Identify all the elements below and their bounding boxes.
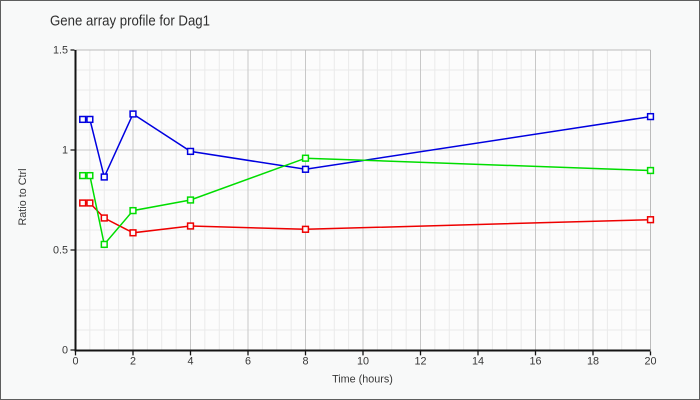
- svg-text:1.5: 1.5: [53, 44, 68, 56]
- svg-text:0.5: 0.5: [53, 244, 68, 256]
- svg-text:16: 16: [529, 356, 541, 368]
- svg-text:0: 0: [62, 344, 68, 356]
- svg-text:Ratio to Ctrl: Ratio to Ctrl: [17, 169, 29, 226]
- svg-text:4: 4: [187, 356, 193, 368]
- svg-text:10: 10: [357, 356, 369, 368]
- svg-text:Time (hours): Time (hours): [332, 373, 393, 385]
- svg-text:8: 8: [302, 356, 308, 368]
- svg-text:14: 14: [472, 356, 484, 368]
- svg-text:Gene array profile for Dag1: Gene array profile for Dag1: [50, 13, 210, 29]
- svg-text:12: 12: [414, 356, 426, 368]
- svg-text:1: 1: [62, 144, 68, 156]
- svg-text:6: 6: [245, 356, 251, 368]
- svg-text:0: 0: [72, 356, 78, 368]
- svg-text:2: 2: [130, 356, 136, 368]
- svg-text:20: 20: [644, 356, 656, 368]
- svg-text:18: 18: [587, 356, 599, 368]
